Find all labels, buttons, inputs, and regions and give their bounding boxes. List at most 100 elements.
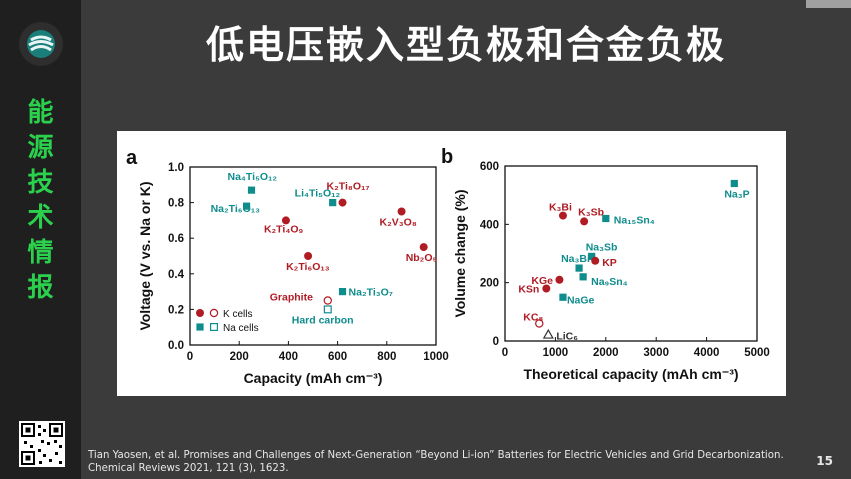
chart-a: 0 200 400 600 800 1000 0.0 0.2 0.4 0.6 0.8 1.0 Capac…: [126, 147, 449, 386]
data-point: [602, 214, 610, 223]
chart-b: 0 1000 2000 3000 4000 5000 0 200 400 600 Theoretic…: [441, 146, 770, 382]
data-point: [588, 252, 596, 261]
panel-label: a: [126, 147, 138, 169]
data-label: K₂Ti₄O₉: [264, 223, 304, 235]
data-point: [397, 207, 406, 216]
data-point: [558, 211, 567, 220]
x-tick-label: 4000: [694, 347, 720, 359]
data-point: [338, 198, 347, 207]
y-tick-label: 0: [493, 336, 499, 348]
sidebar-char: 源: [27, 133, 54, 163]
data-label: Na₃P: [724, 189, 749, 201]
data-point: [304, 252, 313, 260]
plot-frame: [504, 165, 758, 342]
data-point: [535, 319, 544, 328]
legend-na-label: Na cells: [223, 323, 259, 334]
plot-frame: [189, 166, 437, 346]
sidebar-char: 能: [27, 98, 54, 128]
y-tick-label: 0.0: [168, 340, 184, 352]
data-label: K₃Sb: [578, 206, 604, 218]
qr-code-icon: [19, 421, 65, 467]
x-tick-label: 400: [279, 351, 298, 363]
data-label: K₂V₃O₈: [380, 217, 417, 229]
page-number: 15: [816, 454, 833, 468]
data-label: KP: [602, 257, 617, 269]
sidebar-char: 报: [27, 273, 54, 303]
logo-graphic: [27, 30, 55, 58]
panel-label: b: [441, 146, 453, 168]
logo-icon: [19, 22, 63, 66]
data-point: [419, 243, 428, 252]
y-tick-label: 0.2: [168, 304, 184, 316]
legend-k-filled-marker: [196, 309, 204, 317]
data-point: [542, 328, 554, 339]
slide-title: 低电压嵌入型负极和合金负极: [205, 23, 726, 67]
x-tick-label: 5000: [744, 347, 770, 359]
y-tick-label: 0.4: [168, 269, 185, 281]
y-tick-label: 200: [480, 278, 499, 290]
x-tick-label: 1000: [423, 351, 449, 363]
citation-line-1: Tian Yaosen, et al. Promises and Challen…: [88, 450, 784, 461]
x-tick-label: 1000: [543, 347, 569, 359]
x-tick-label: 600: [328, 351, 347, 363]
legend-na-open-marker: [209, 323, 218, 332]
y-tick-label: 0.8: [168, 198, 185, 210]
x-tick-label: 0: [502, 347, 508, 359]
x-tick-label: 200: [230, 351, 249, 363]
data-point: [575, 264, 583, 272]
data-label: Na₄Ti₅O₁₂: [228, 171, 278, 183]
sidebar-char: 情: [27, 238, 54, 268]
data-label: Li₄Ti₅O₁₂: [295, 188, 341, 200]
x-axis-label: Theoretical capacity (mAh cm⁻³): [523, 366, 738, 382]
data-label: Na₃Sb: [586, 241, 618, 253]
y-tick-label: 400: [480, 219, 499, 231]
data-label: Graphite: [270, 292, 313, 304]
data-label: Na₂Ti₆O₁₃: [211, 203, 261, 215]
data-label: K₂Ti₆O₁₃: [286, 261, 330, 273]
data-label: Nb₂O₅: [406, 252, 438, 264]
data-point: [281, 216, 290, 225]
data-point: [555, 275, 564, 284]
data-point: [329, 199, 337, 207]
data-point: [323, 305, 332, 314]
top-accent-bar: [806, 0, 851, 8]
figure-svg: 0 200 400 600 800 1000 0.0 0.2 0.4 0.6 0.8 1.0 Capac…: [126, 146, 770, 386]
x-tick-label: 2000: [593, 347, 619, 359]
y-tick-label: 600: [480, 161, 499, 173]
x-axis-label: Capacity (mAh cm⁻³): [244, 370, 383, 386]
y-axis-label: Volume change (%): [452, 189, 468, 317]
data-label: KGe: [531, 275, 553, 287]
sidebar-title: 能 源 技 术 情 报: [0, 96, 81, 306]
legend-na-filled-marker: [196, 323, 204, 331]
sidebar-char: 术: [27, 203, 54, 233]
data-point: [579, 273, 587, 281]
sidebar: 能 源 技 术 情 报: [0, 0, 81, 479]
data-point: [242, 202, 251, 210]
legend-k-open-marker: [209, 308, 219, 318]
citation: Tian Yaosen, et al. Promises and Challen…: [88, 449, 788, 475]
data-label: NaGe: [567, 294, 595, 306]
y-axis-label: Voltage (V vs. Na or K): [137, 181, 153, 330]
data-label: K₂Ti₈O₁₇: [327, 181, 370, 193]
data-point: [580, 217, 589, 226]
data-point: [542, 284, 551, 293]
data-label: Na₉Sn₄: [591, 276, 628, 288]
y-tick-label: 1.0: [168, 162, 184, 174]
data-point: [247, 186, 256, 194]
data-point: [323, 296, 332, 305]
y-tick-label: 0.6: [168, 233, 184, 245]
data-point: [338, 288, 347, 296]
data-label: LiC₆: [556, 331, 578, 343]
data-point: [559, 293, 567, 301]
citation-line-2: Chemical Reviews 2021, 121 (3), 1623.: [88, 463, 289, 474]
figure-panel: 0 200 400 600 800 1000 0.0 0.2 0.4 0.6 0.8 1.0 Capac…: [117, 131, 786, 396]
qr-graphic: [21, 423, 63, 465]
data-label: Hard carbon: [292, 314, 354, 326]
x-tick-label: 0: [187, 351, 193, 363]
x-tick-label: 3000: [643, 347, 669, 359]
data-label: KSn: [518, 284, 539, 296]
data-label: Na₁₅Sn₄: [614, 215, 655, 227]
x-tick-label: 800: [377, 351, 396, 363]
data-label: K₃Bi: [549, 202, 572, 214]
legend-k-label: K cells: [223, 309, 252, 320]
